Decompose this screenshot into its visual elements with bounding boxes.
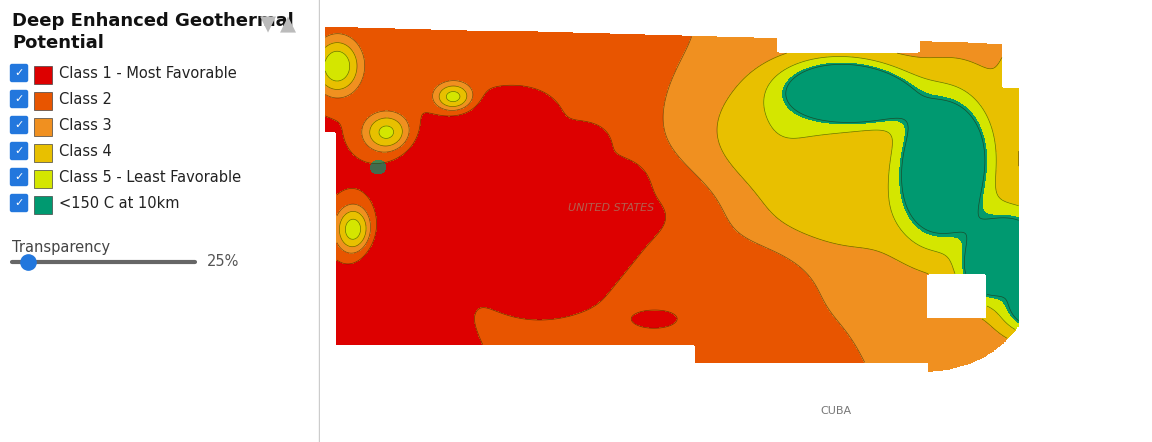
Text: ✓: ✓ (14, 120, 24, 130)
Text: ✓: ✓ (14, 172, 24, 182)
Bar (35, 118, 52, 136)
Text: <150 C at 10km: <150 C at 10km (59, 195, 180, 210)
Text: ✓: ✓ (14, 198, 24, 208)
Text: Class 3: Class 3 (59, 118, 112, 133)
Text: Transparency: Transparency (12, 240, 111, 255)
Bar (35, 144, 52, 162)
Text: Class 5 - Least Favorable: Class 5 - Least Favorable (59, 169, 241, 184)
FancyBboxPatch shape (10, 194, 28, 212)
FancyBboxPatch shape (10, 117, 28, 133)
Bar (35, 92, 52, 110)
FancyBboxPatch shape (10, 91, 28, 107)
Text: UNITED STATES: UNITED STATES (568, 203, 654, 213)
FancyBboxPatch shape (10, 168, 28, 186)
Text: ▼: ▼ (260, 14, 276, 34)
Text: ▲: ▲ (280, 14, 296, 34)
Text: Class 1 - Most Favorable: Class 1 - Most Favorable (59, 65, 237, 80)
Text: Potential: Potential (12, 34, 104, 52)
Text: Class 4: Class 4 (59, 144, 112, 159)
Text: 25%: 25% (207, 255, 240, 270)
Text: ✓: ✓ (14, 146, 24, 156)
FancyBboxPatch shape (10, 142, 28, 160)
Bar (35, 196, 52, 214)
Text: CUBA: CUBA (820, 406, 851, 416)
Bar (35, 170, 52, 188)
Text: ✓: ✓ (14, 68, 24, 78)
Text: ✓: ✓ (14, 94, 24, 104)
Bar (35, 66, 52, 84)
Text: Deep Enhanced Geothermal: Deep Enhanced Geothermal (12, 12, 294, 30)
FancyBboxPatch shape (10, 65, 28, 81)
Text: Class 2: Class 2 (59, 91, 112, 107)
